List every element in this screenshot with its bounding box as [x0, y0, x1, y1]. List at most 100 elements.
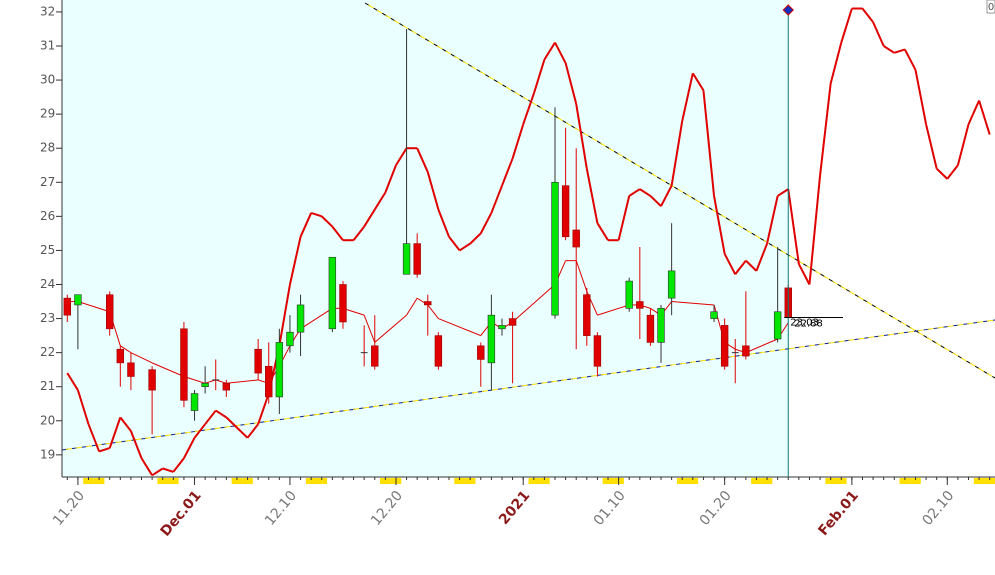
series-line — [395, 147, 408, 166]
series-line — [310, 211, 323, 218]
series-line — [416, 147, 429, 173]
series-line — [363, 314, 376, 343]
series-line — [946, 164, 959, 180]
series-line — [437, 209, 450, 238]
candle-body — [148, 369, 156, 391]
x-tick-label: 11.20 — [50, 488, 88, 529]
series-line — [331, 225, 344, 241]
series-line — [501, 158, 514, 187]
candle-body — [551, 181, 559, 316]
series-line — [745, 338, 778, 354]
series-line — [172, 457, 185, 473]
candle-body — [477, 345, 485, 360]
y-tick-label: 26 — [40, 209, 55, 223]
series-line — [215, 379, 227, 384]
series-line — [77, 301, 110, 313]
series-line — [670, 120, 684, 186]
series-line — [903, 48, 917, 71]
series-line — [691, 72, 705, 91]
series-line — [745, 259, 758, 272]
weekend-marker — [751, 478, 762, 484]
candle-body — [710, 311, 718, 319]
series-line — [299, 212, 313, 238]
series-line — [564, 62, 578, 105]
series-line — [448, 236, 461, 252]
x-tick-label: 02.10 — [919, 488, 957, 529]
candle-body — [402, 243, 411, 275]
candle-body — [424, 301, 432, 306]
series-line — [87, 423, 101, 452]
series-line — [288, 236, 302, 285]
series-line — [671, 301, 715, 306]
series-line — [183, 437, 196, 459]
weekend-marker — [528, 478, 540, 484]
candle-body — [657, 308, 665, 343]
weekend-marker — [984, 478, 995, 484]
series-line — [925, 124, 938, 169]
series-line — [978, 100, 991, 135]
series-line — [734, 260, 747, 275]
trend-line — [364, 2, 995, 379]
series-line — [406, 297, 418, 316]
y-tick-label: 25 — [40, 243, 55, 257]
series-line — [956, 124, 970, 166]
candle-body — [265, 365, 273, 398]
y-tick-label: 32 — [40, 4, 55, 18]
weekend-marker — [231, 478, 243, 484]
series-line — [660, 185, 673, 207]
candle-body — [498, 325, 506, 330]
series-line — [76, 389, 90, 425]
candle-body — [646, 314, 655, 343]
series-line — [861, 7, 874, 23]
series-line — [819, 83, 832, 176]
series-line — [511, 124, 525, 159]
series-line — [554, 42, 567, 64]
series-line — [532, 59, 546, 94]
candle-body — [625, 280, 633, 309]
series-line — [246, 423, 259, 439]
series-line — [777, 188, 789, 197]
corner-box — [986, 0, 995, 14]
series-line — [352, 225, 365, 241]
y-tick-label: 21 — [40, 379, 55, 393]
x-tick-label: 01.20 — [697, 488, 735, 529]
weekend-marker — [602, 478, 614, 484]
series-line — [490, 185, 503, 214]
current-diamond — [782, 4, 794, 16]
series-line — [215, 409, 227, 419]
series-line — [649, 195, 662, 207]
y-tick-label: 24 — [40, 277, 55, 291]
candle-body — [127, 362, 135, 377]
x-tick-label: Feb.01 — [815, 488, 862, 539]
candle-body — [434, 335, 443, 367]
series-line — [522, 93, 535, 125]
candle-body — [508, 318, 517, 326]
series-line — [766, 195, 779, 244]
series-line — [723, 253, 737, 275]
series-line — [374, 314, 407, 343]
candle-body — [63, 297, 71, 316]
series-line — [427, 304, 439, 319]
weekend-marker — [835, 478, 847, 484]
series-line — [108, 417, 122, 449]
x-tick-label: 01.10 — [591, 488, 629, 529]
series-line — [119, 416, 132, 432]
series-line — [162, 467, 174, 473]
candle-body — [413, 243, 421, 275]
series-line — [66, 372, 79, 391]
weekend-marker — [93, 478, 105, 484]
y-tick-label: 19 — [40, 447, 55, 461]
candle-body — [74, 294, 82, 306]
candle-body — [254, 348, 262, 374]
weekend-marker — [242, 478, 253, 484]
series-line — [426, 171, 440, 210]
series-line — [702, 90, 716, 197]
candle-body — [583, 294, 591, 336]
series-line — [257, 393, 270, 425]
candle-body — [773, 311, 782, 340]
series-line — [438, 318, 481, 337]
series-line — [130, 352, 153, 364]
series-line — [129, 430, 143, 459]
candle-body — [275, 342, 284, 398]
